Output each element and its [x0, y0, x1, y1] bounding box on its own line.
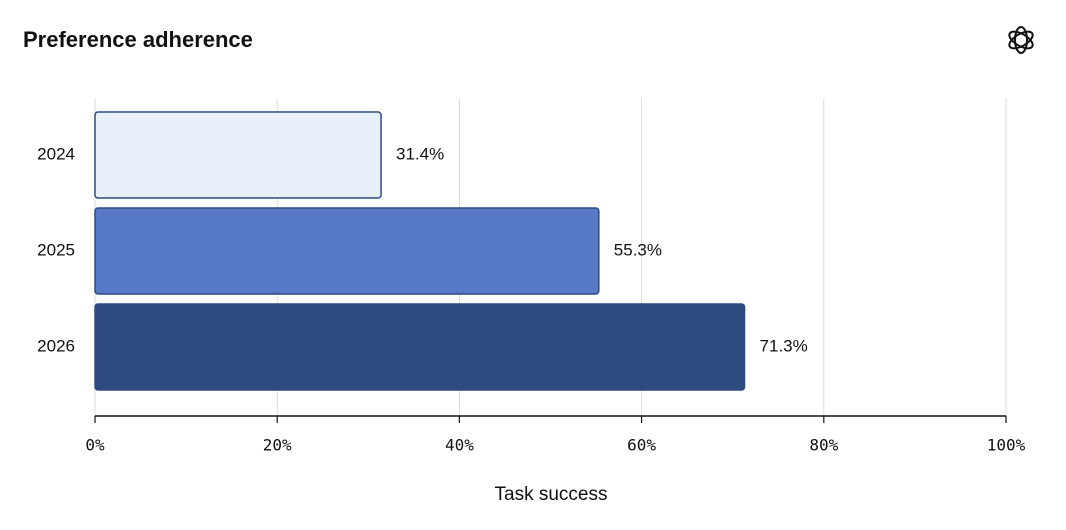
x-tick-label: 60% [627, 436, 656, 455]
chart-title: Preference adherence [23, 27, 253, 52]
x-tick-label: 40% [445, 436, 474, 455]
y-tick-label: 2025 [37, 240, 75, 259]
value-label: 31.4% [396, 144, 444, 163]
bar [94, 303, 746, 391]
value-label: 55.3% [614, 240, 662, 259]
x-tick-label: 80% [809, 436, 838, 455]
x-tick-label: 0% [85, 436, 105, 455]
logo [1008, 26, 1034, 54]
x-axis-label: Task success [495, 484, 608, 505]
y-tick-label: 2026 [37, 336, 75, 355]
y-tick-label: 2024 [37, 144, 75, 163]
x-tick-label: 20% [263, 436, 292, 455]
bar [94, 111, 382, 199]
value-label: 71.3% [760, 336, 808, 355]
x-tick-label: 100% [987, 436, 1026, 455]
bar [94, 207, 600, 295]
